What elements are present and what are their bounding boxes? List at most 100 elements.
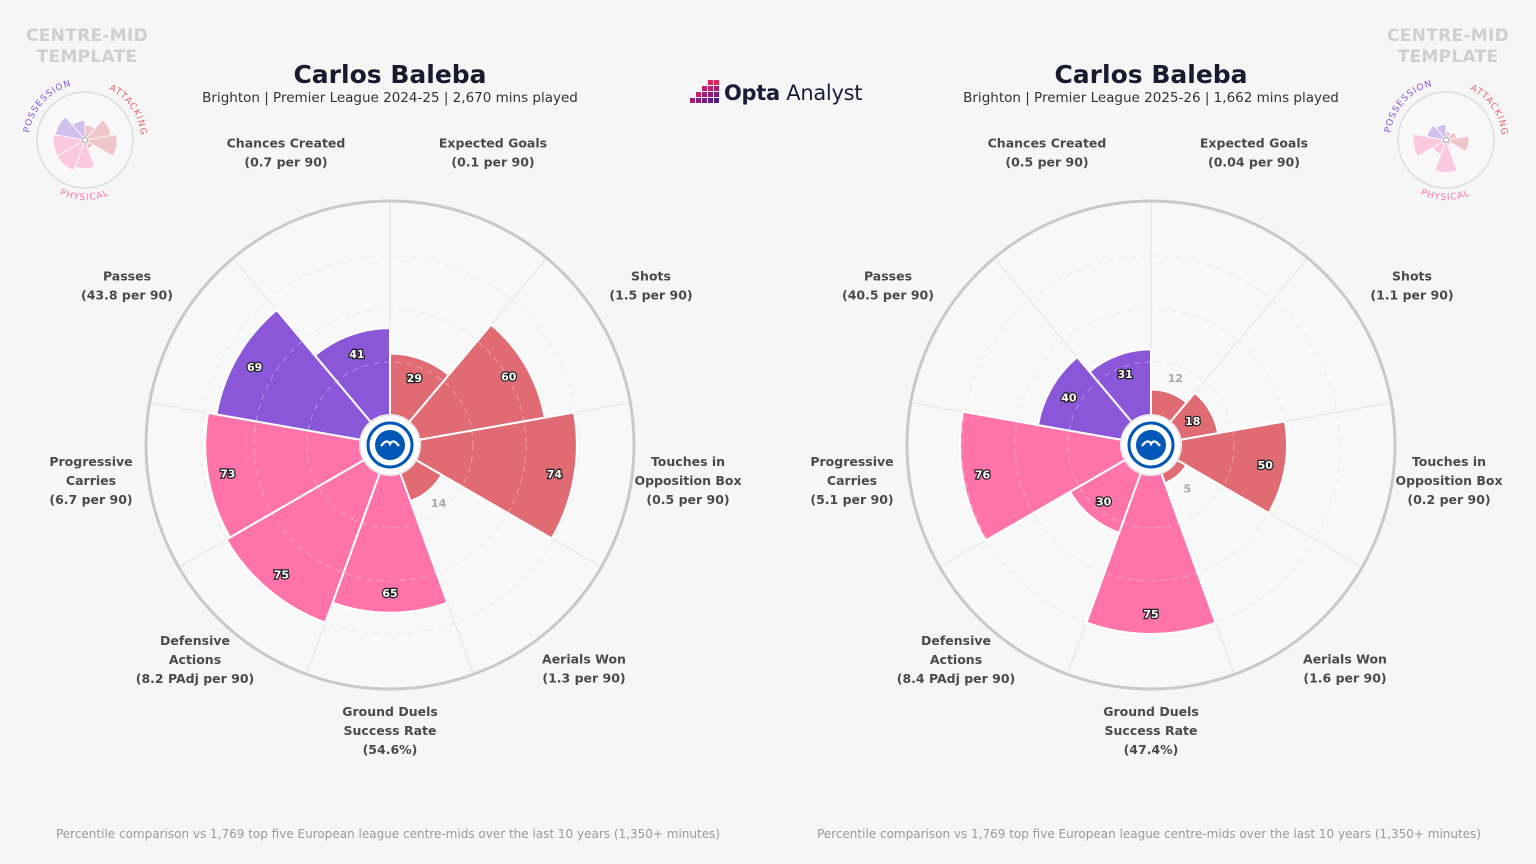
radar-value-label: 50 bbox=[1258, 459, 1274, 472]
metric-label: Chances Created bbox=[227, 136, 346, 151]
metric-stat: (40.5 per 90) bbox=[842, 288, 934, 303]
metric-stat: (1.1 per 90) bbox=[1370, 288, 1453, 303]
metric-label: Shots bbox=[631, 269, 671, 284]
metric-stat: (0.5 per 90) bbox=[646, 492, 729, 507]
metric-label: Defensive bbox=[160, 633, 230, 648]
metric-label: Passes bbox=[864, 269, 912, 284]
metric-stat: (43.8 per 90) bbox=[81, 288, 173, 303]
radar-value-label: 14 bbox=[431, 497, 447, 510]
radar-gridline bbox=[961, 255, 1341, 635]
radar-value-label: 65 bbox=[382, 587, 397, 600]
metric-stat: (0.2 per 90) bbox=[1407, 492, 1490, 507]
metric-stat: (0.5 per 90) bbox=[1005, 155, 1088, 170]
radar-value-label: 75 bbox=[274, 568, 289, 581]
radar-chart: 41 29 60 74 14 65 75 73 69 Chances Created (0.7 pe… bbox=[49, 136, 741, 758]
opta-logo-icon bbox=[690, 80, 719, 103]
metric-label: Ground Duels bbox=[1103, 704, 1199, 719]
metric-stat: (0.7 per 90) bbox=[244, 155, 327, 170]
metric-label: Aerials Won bbox=[542, 652, 626, 667]
player-subtitle: Brighton | Premier League 2025-26 | 1,66… bbox=[963, 90, 1339, 106]
metric-stat: (0.04 per 90) bbox=[1208, 155, 1300, 170]
metric-stat: (1.5 per 90) bbox=[609, 288, 692, 303]
mini-radar-bar bbox=[54, 116, 84, 140]
metric-stat: (8.2 PAdj per 90) bbox=[136, 671, 255, 686]
radar-value-label: 30 bbox=[1096, 495, 1112, 508]
radar-value-label: 73 bbox=[220, 468, 235, 481]
radar-value-label: 5 bbox=[1184, 482, 1192, 495]
metric-label: Actions bbox=[169, 652, 221, 667]
radar-value-label: 60 bbox=[501, 370, 517, 383]
player-name: Carlos Baleba bbox=[293, 60, 487, 89]
metric-label: Actions bbox=[930, 652, 982, 667]
mini-radar-center bbox=[1443, 137, 1449, 143]
radar-value-label: 75 bbox=[1143, 608, 1158, 621]
opta-analyst-logo: Opta Analyst bbox=[690, 78, 862, 108]
metric-label: Chances Created bbox=[988, 136, 1107, 151]
metric-label: Touches in bbox=[651, 454, 725, 469]
footnote: Percentile comparison vs 1,769 top five … bbox=[816, 827, 1482, 841]
radar-value-label: 40 bbox=[1061, 392, 1077, 405]
radar-value-label: 31 bbox=[1117, 368, 1132, 381]
radar-gridline-overlay bbox=[306, 361, 474, 529]
radar-panel-2025-26: CENTRE-MID TEMPLATE POSSESSION ATTACKING P… bbox=[761, 0, 1529, 864]
template-label-line: CENTRE-MID bbox=[25, 26, 149, 46]
mini-radar-bar bbox=[87, 133, 118, 157]
template-label-line: CENTRE-MID bbox=[1386, 26, 1510, 46]
metric-stat: (1.3 per 90) bbox=[542, 671, 625, 686]
logo-text-bold: Opta bbox=[724, 81, 780, 105]
radar-value-label: 18 bbox=[1185, 415, 1200, 428]
radar-gridline-overlay bbox=[253, 308, 527, 582]
metric-stat: (6.7 per 90) bbox=[49, 492, 132, 507]
radar-value-label: 29 bbox=[407, 372, 422, 385]
mini-radar-center bbox=[82, 137, 88, 143]
radar-value-label: 76 bbox=[975, 469, 991, 482]
mini-radar-bar bbox=[1426, 124, 1445, 140]
metric-stat: (5.1 per 90) bbox=[810, 492, 893, 507]
radar-panel-2024-25: CENTRE-MID TEMPLATE POSSESSION ATTACKING P… bbox=[22, 26, 741, 841]
metric-label: Expected Goals bbox=[439, 136, 547, 151]
player-name: Carlos Baleba bbox=[1054, 60, 1248, 89]
metric-label: Shots bbox=[1392, 269, 1432, 284]
logo-text-rest: Analyst bbox=[779, 81, 863, 105]
metric-label: Expected Goals bbox=[1200, 136, 1308, 151]
radar-gridline-overlay bbox=[1014, 308, 1288, 582]
radar-chart: 31 12 18 50 5 75 30 76 40 Chances Created (0.5 per… bbox=[810, 136, 1502, 758]
player-subtitle: Brighton | Premier League 2024-25 | 2,67… bbox=[202, 90, 578, 106]
metric-stat: (54.6%) bbox=[363, 742, 418, 757]
radar-value-label: 69 bbox=[247, 361, 262, 374]
metric-label: Touches in bbox=[1412, 454, 1486, 469]
radar-value-label: 41 bbox=[349, 348, 364, 361]
metric-stat: (8.4 PAdj per 90) bbox=[897, 671, 1016, 686]
mini-radar-bar bbox=[1448, 135, 1470, 153]
metric-label: Success Rate bbox=[1105, 723, 1198, 738]
metric-label: Success Rate bbox=[344, 723, 437, 738]
metric-label: Carries bbox=[827, 473, 877, 488]
metric-label: Ground Duels bbox=[342, 704, 438, 719]
metric-label: Passes bbox=[103, 269, 151, 284]
seagull-icon bbox=[380, 440, 400, 447]
template-label: CENTRE-MID TEMPLATE bbox=[1383, 26, 1513, 68]
template-label-line: TEMPLATE bbox=[36, 47, 138, 67]
metric-label: Progressive bbox=[49, 454, 132, 469]
metric-stat: (47.4%) bbox=[1124, 742, 1179, 757]
logo-text: Opta Analyst bbox=[724, 81, 862, 105]
radar-gridline-overlay bbox=[1067, 361, 1235, 529]
metric-label: Defensive bbox=[921, 633, 991, 648]
radar-value-label: 12 bbox=[1168, 372, 1183, 385]
seagull-icon bbox=[1141, 440, 1161, 447]
metric-label: Opposition Box bbox=[1395, 473, 1502, 488]
template-label: CENTRE-MID TEMPLATE bbox=[22, 26, 152, 68]
radar-value-label: 74 bbox=[547, 468, 563, 481]
metric-stat: (1.6 per 90) bbox=[1303, 671, 1386, 686]
metric-label: Carries bbox=[66, 473, 116, 488]
metric-label: Progressive bbox=[810, 454, 893, 469]
metric-label: Aerials Won bbox=[1303, 652, 1387, 667]
footnote: Percentile comparison vs 1,769 top five … bbox=[55, 827, 721, 841]
metric-stat: (0.1 per 90) bbox=[451, 155, 534, 170]
radar-gridline bbox=[200, 255, 580, 635]
radar-gridline-overlay bbox=[961, 255, 1341, 635]
template-label-line: TEMPLATE bbox=[1397, 47, 1499, 67]
metric-label: Opposition Box bbox=[634, 473, 741, 488]
